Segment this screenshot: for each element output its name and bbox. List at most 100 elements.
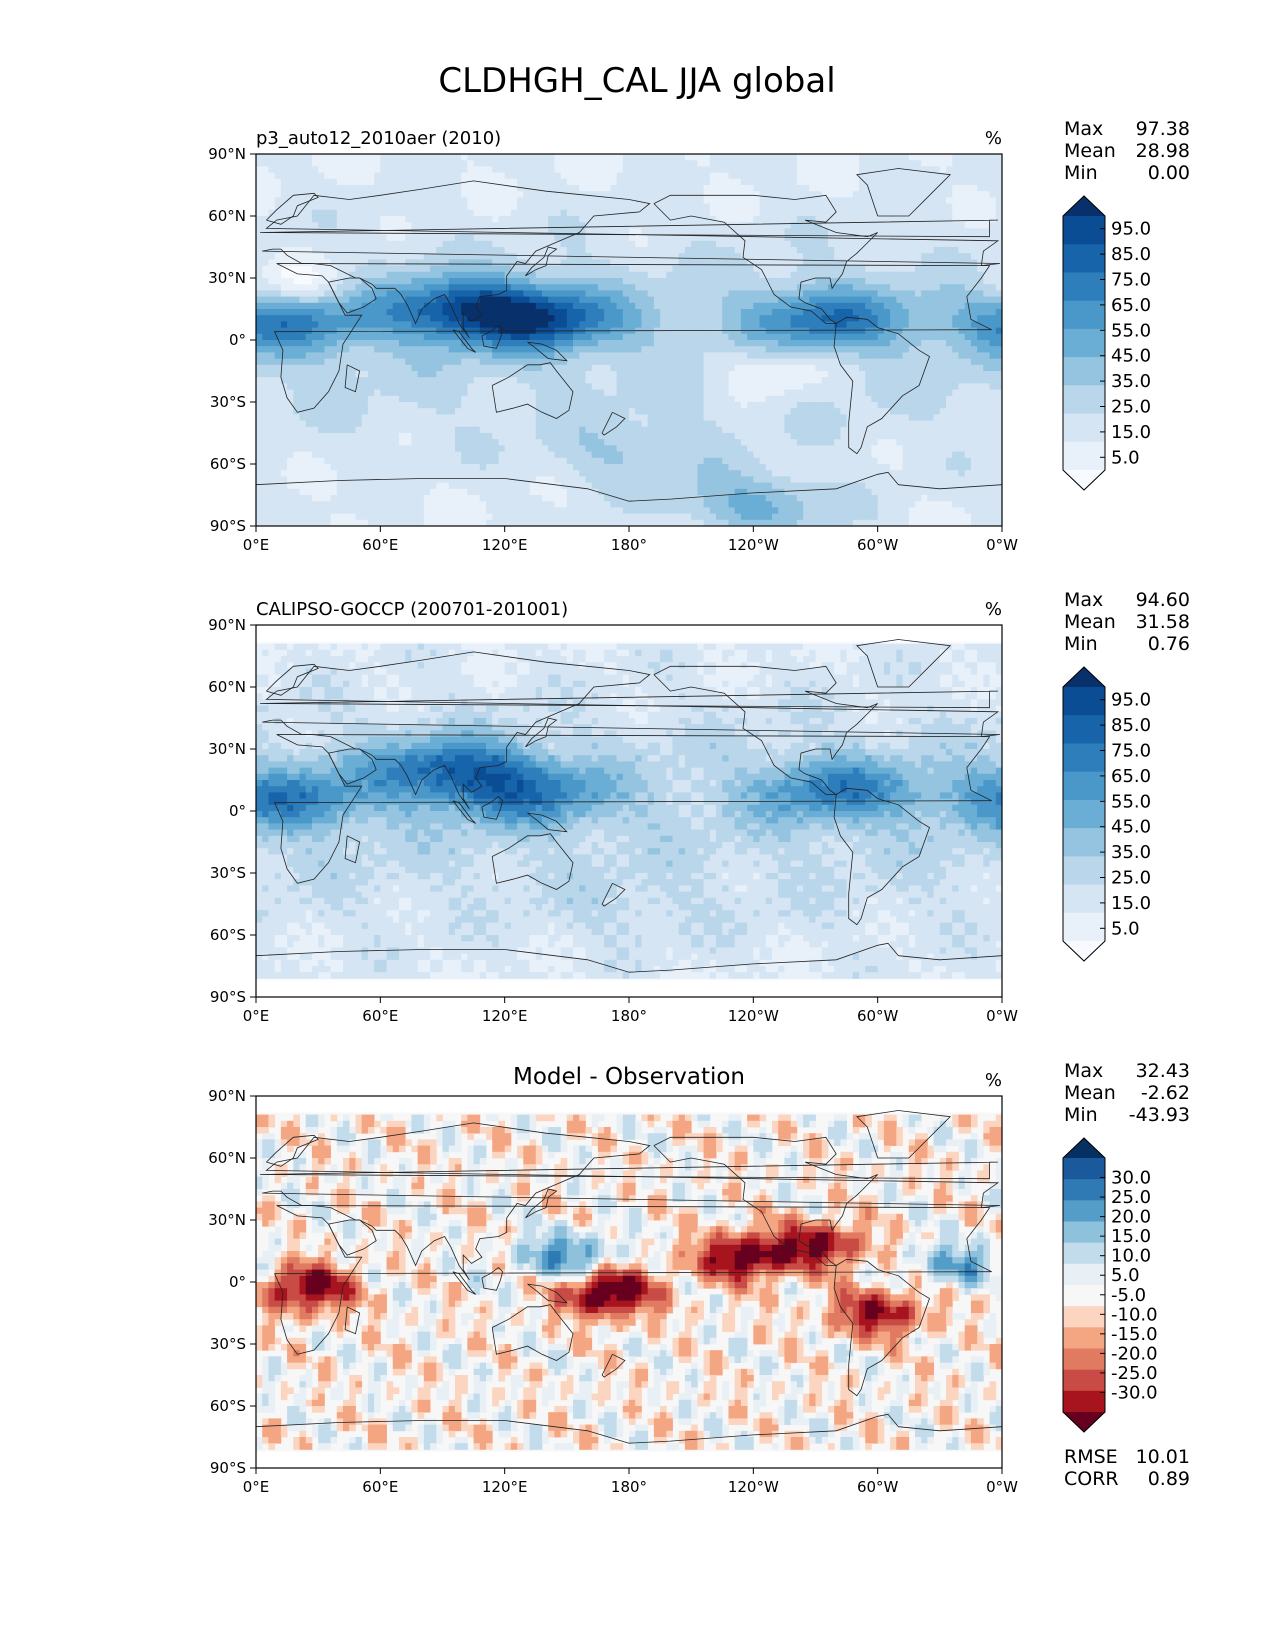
- field-cell: [709, 166, 717, 173]
- field-cell: [890, 333, 897, 341]
- field-cell: [268, 172, 276, 180]
- field-cell: [355, 203, 363, 211]
- field-cell: [989, 389, 997, 397]
- field-cell: [591, 278, 599, 285]
- field-cell: [908, 166, 916, 173]
- field-cell: [473, 377, 481, 384]
- field-cell: [504, 315, 512, 322]
- field-cell: [691, 383, 698, 390]
- field-cell: [921, 383, 928, 390]
- field-cell: [486, 383, 493, 390]
- field-cell: [647, 178, 655, 186]
- field-cell: [977, 309, 984, 316]
- field-cell: [977, 333, 984, 341]
- field-cell: [666, 234, 673, 242]
- field-cell: [840, 166, 847, 173]
- field-cell: [896, 333, 903, 341]
- field-cell: [890, 395, 897, 403]
- field-cell: [716, 315, 723, 322]
- field-cell: [815, 216, 823, 223]
- field-cell: [510, 364, 518, 372]
- field-cell: [635, 333, 642, 341]
- field-cell: [964, 240, 972, 248]
- field-cell: [610, 209, 617, 217]
- field-cell: [616, 389, 624, 397]
- field-cell: [815, 271, 823, 279]
- field-cell: [629, 321, 636, 328]
- field-cell: [336, 284, 344, 291]
- field-cell: [846, 402, 854, 409]
- field-cell: [305, 290, 313, 297]
- field-cell: [386, 296, 394, 304]
- field-cell: [796, 271, 804, 279]
- field-cell: [902, 265, 910, 273]
- field-cell: [504, 185, 512, 192]
- field-cell: [653, 383, 661, 390]
- field-cell: [610, 234, 617, 242]
- field-cell: [597, 383, 605, 390]
- field-cell: [660, 408, 667, 415]
- field-cell: [728, 377, 736, 384]
- field-cell: [548, 253, 555, 260]
- field-cell: [716, 309, 723, 316]
- field-cell: [877, 358, 885, 366]
- field-cell: [287, 154, 294, 161]
- field-cell: [821, 278, 829, 285]
- field-cell: [597, 315, 605, 322]
- field-cell: [859, 222, 866, 229]
- field-cell: [504, 352, 512, 359]
- field-cell: [809, 172, 816, 180]
- field-cell: [492, 191, 499, 198]
- field-cell: [641, 172, 649, 180]
- field-cell: [324, 358, 331, 366]
- field-cell: [964, 358, 972, 366]
- field-cell: [896, 166, 903, 173]
- field-cell: [374, 209, 381, 217]
- field-cell: [318, 185, 325, 192]
- field-cell: [535, 290, 543, 297]
- field-cell: [846, 253, 854, 260]
- field-cell: [716, 203, 723, 211]
- field-cell: [722, 160, 729, 167]
- field-cell: [355, 209, 363, 217]
- field-cell: [473, 247, 481, 254]
- field-cell: [970, 197, 978, 204]
- field-cell: [927, 290, 935, 297]
- field-cell: [585, 265, 593, 273]
- field-cell: [927, 240, 935, 248]
- field-cell: [461, 309, 468, 316]
- field-cell: [834, 309, 841, 316]
- field-cell: [678, 395, 686, 403]
- field-cell: [585, 333, 593, 341]
- field-cell: [411, 309, 419, 316]
- field-cell: [821, 346, 829, 353]
- field-cell: [467, 216, 474, 223]
- field-cell: [287, 203, 294, 211]
- field-cell: [386, 309, 394, 316]
- field-cell: [908, 333, 916, 341]
- field-cell: [367, 166, 375, 173]
- field-cell: [865, 340, 872, 347]
- field-cell: [983, 371, 990, 378]
- field-cell: [989, 346, 997, 353]
- field-cell: [610, 191, 617, 198]
- field-cell: [635, 154, 642, 161]
- field-cell: [747, 271, 754, 279]
- field-cell: [293, 191, 300, 198]
- field-cell: [747, 296, 754, 304]
- field-cell: [995, 209, 1002, 217]
- field-cell: [392, 395, 400, 403]
- field-cell: [865, 209, 872, 217]
- field-cell: [697, 364, 704, 372]
- field-cell: [454, 178, 462, 186]
- field-cell: [299, 358, 307, 366]
- field-cell: [573, 358, 580, 366]
- field-cell: [336, 216, 344, 223]
- field-cell: [790, 216, 798, 223]
- field-cell: [268, 352, 276, 359]
- field-cell: [361, 247, 369, 254]
- field-cell: [697, 340, 704, 347]
- field-cell: [995, 178, 1002, 186]
- field-cell: [703, 340, 711, 347]
- field-cell: [274, 290, 282, 297]
